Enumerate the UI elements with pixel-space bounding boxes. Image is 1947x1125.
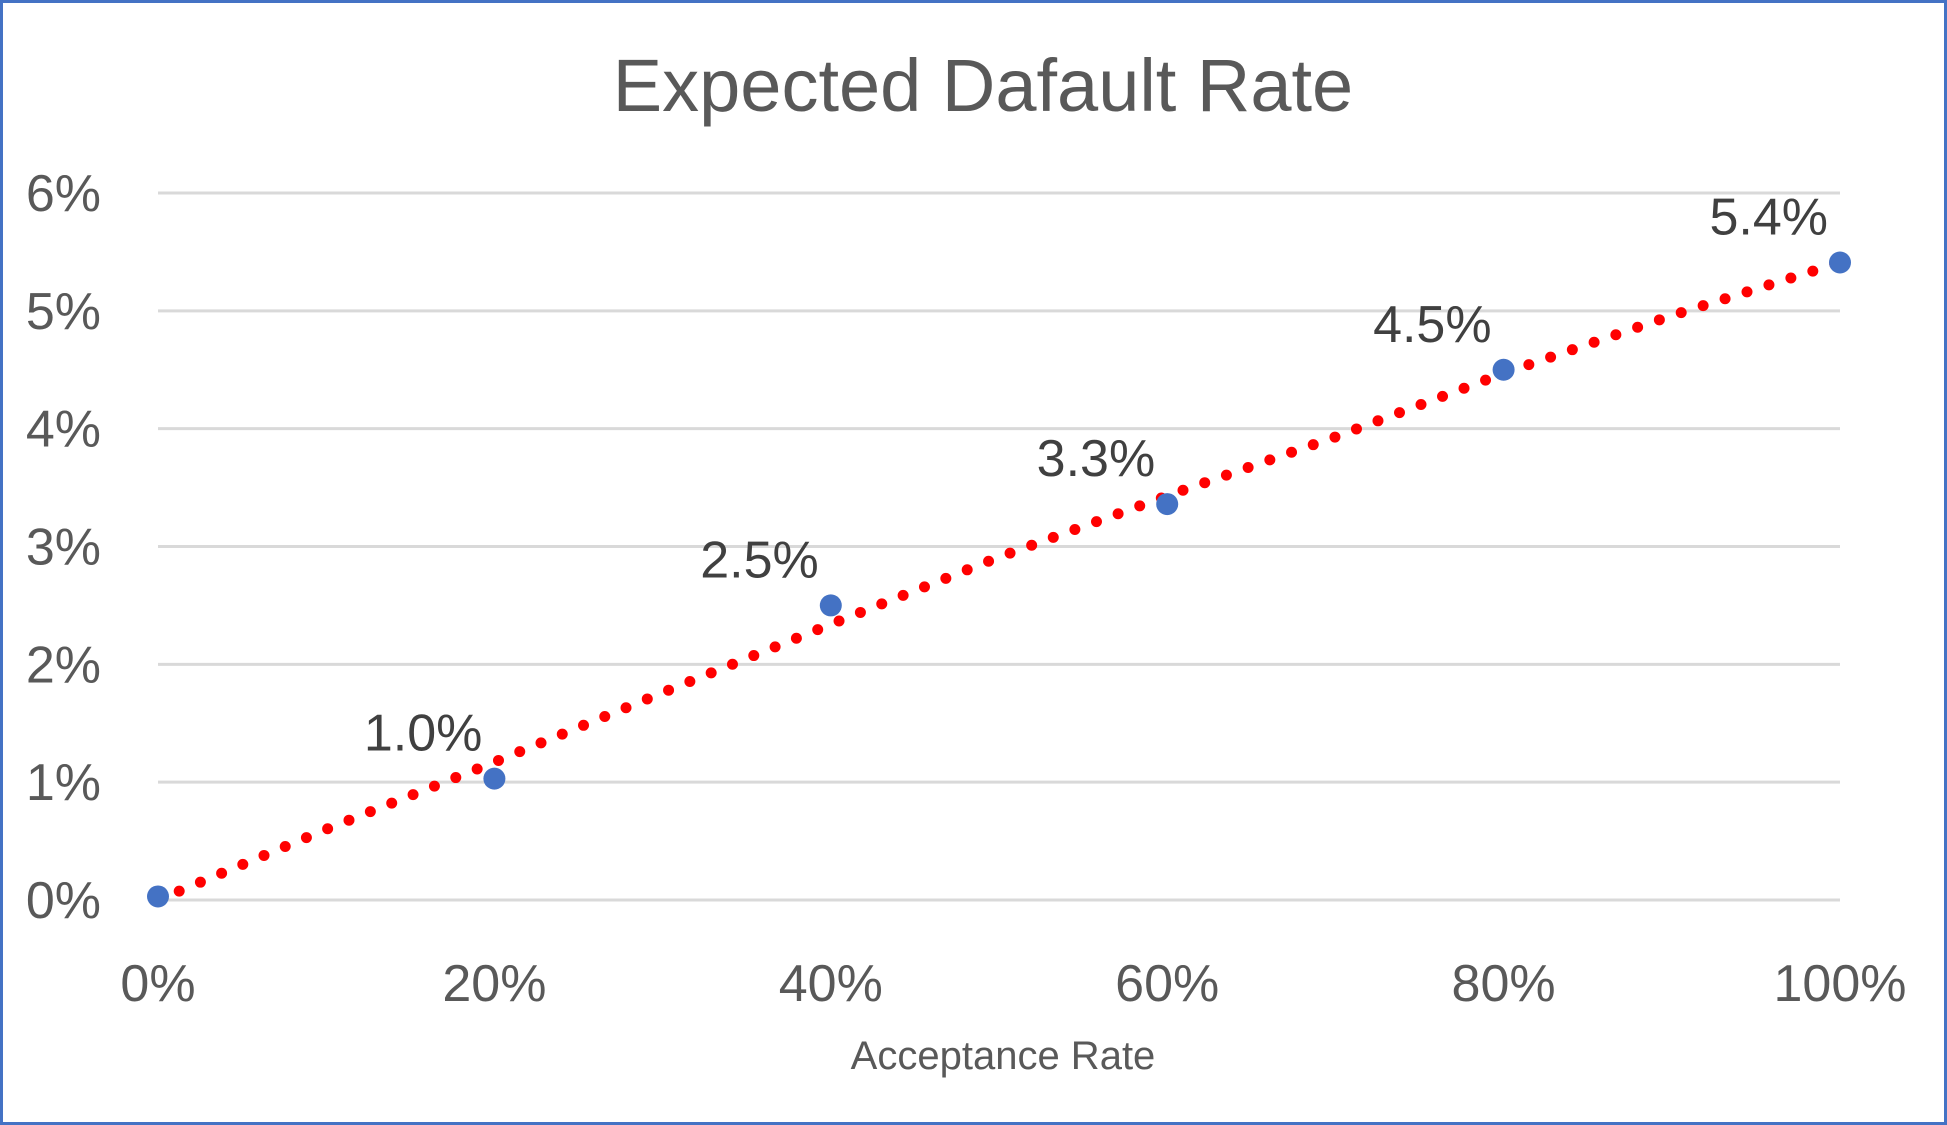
data-point — [1829, 251, 1851, 274]
y-tick-label: 4% — [26, 401, 101, 459]
data-label: 4.5% — [1373, 296, 1492, 354]
gridlines — [158, 191, 1840, 902]
x-tick-label: 80% — [1452, 955, 1556, 1013]
data-label: 1.0% — [364, 705, 483, 763]
chart-svg: Expected Dafault Rate 1.0% 2.5% 3.3% 4.5% 5.… — [26, 44, 1907, 1078]
data-label: 5.4% — [1709, 189, 1828, 247]
data-point — [1156, 493, 1179, 516]
x-tick-label: 20% — [442, 955, 546, 1013]
y-tick-label: 2% — [26, 636, 101, 694]
y-tick-label: 3% — [26, 519, 101, 577]
data-point — [819, 594, 842, 617]
x-tick-label: 100% — [1774, 955, 1907, 1013]
data-label: 2.5% — [700, 531, 819, 589]
trendline-path — [152, 257, 1846, 906]
x-axis-ticks: 0% 20% 40% 60% 80% 100% — [120, 955, 1906, 1013]
trendline — [152, 257, 1846, 906]
x-axis-label: Acceptance Rate — [851, 1034, 1156, 1078]
data-label: 3.3% — [1037, 430, 1156, 488]
chart-title: Expected Dafault Rate — [613, 44, 1353, 127]
y-tick-label: 1% — [26, 754, 101, 812]
x-tick-label: 40% — [779, 955, 883, 1013]
data-point — [147, 885, 169, 908]
x-tick-label: 60% — [1115, 955, 1219, 1013]
y-tick-label: 0% — [26, 872, 101, 930]
data-point — [483, 767, 506, 790]
data-point — [1492, 358, 1515, 381]
y-tick-label: 5% — [26, 283, 101, 341]
data-points — [147, 251, 1851, 908]
y-axis-ticks: 0% 1% 2% 3% 4% 5% 6% — [26, 165, 101, 930]
y-tick-label: 6% — [26, 165, 101, 223]
data-labels: 1.0% 2.5% 3.3% 4.5% 5.4% — [364, 189, 1828, 763]
x-tick-label: 0% — [120, 955, 195, 1013]
